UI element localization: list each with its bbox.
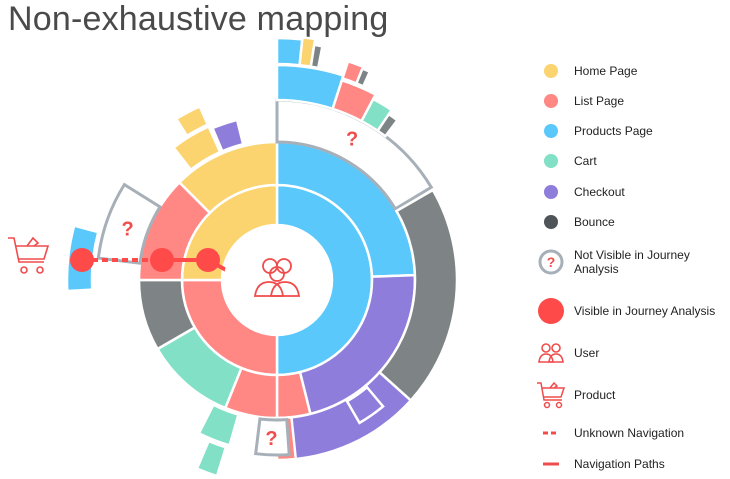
petal-checkout-bottom <box>345 385 385 425</box>
page-title: Non-exhaustive mapping <box>8 0 389 38</box>
legend-label-visible: Visible in Journey Analysis <box>574 304 716 318</box>
list-page-dot-icon <box>544 94 558 108</box>
legend-item-product: Product <box>536 380 730 410</box>
product-cart <box>8 236 50 274</box>
products-page-dot-icon <box>544 124 558 138</box>
legend-label-user: User <box>574 346 600 360</box>
legend-item-home: Home Page <box>536 64 730 78</box>
legend-item-list: List Page <box>536 94 730 108</box>
shopping-cart-icon <box>537 381 566 409</box>
legend-item-unknown-navigation: Unknown Navigation <box>536 426 730 440</box>
unknown-marker-bottom: ? <box>265 428 277 450</box>
legend-item-navigation-paths: Navigation Paths <box>536 457 730 471</box>
sunburst-diagram: ??? <box>8 35 459 478</box>
legend-item-visible: Visible in Journey Analysis <box>536 298 730 324</box>
user-group-icon <box>253 258 301 297</box>
legend-label-list: List Page <box>574 94 625 108</box>
petal-home-left <box>171 124 222 172</box>
petal-bounce-top-2 <box>309 43 324 70</box>
legend-item-products: Products Page <box>536 124 730 138</box>
petal-bounce-top-3 <box>354 66 372 88</box>
visible-big-dot-icon <box>538 298 564 324</box>
legend-label-home: Home Page <box>574 64 638 78</box>
legend-item-checkout: Checkout <box>536 185 730 199</box>
petal-cart-bottom-2 <box>195 439 228 478</box>
user-icon <box>538 343 564 363</box>
user-center <box>224 227 330 333</box>
legend-label-unknown-navigation: Unknown Navigation <box>574 426 685 440</box>
sunburst-segments: ??? <box>65 35 459 478</box>
legend-label-bounce: Bounce <box>574 215 615 229</box>
svg-text:?: ? <box>547 254 556 270</box>
dashed-line-icon <box>543 431 559 435</box>
legend-item-bounce: Bounce <box>536 215 730 229</box>
cart-dot-icon <box>544 154 558 168</box>
unknown-marker-left: ? <box>121 219 133 241</box>
bounce-dot-icon <box>544 215 558 229</box>
legend-label-product: Product <box>574 388 616 402</box>
legend-item-cart: Cart <box>536 154 730 168</box>
legend-item-not-visible: ? Not Visible in Journey Analysis <box>536 248 730 276</box>
petal-cart-bottom <box>197 403 240 447</box>
legend-label-not-visible: Not Visible in Journey Analysis <box>574 248 690 276</box>
legend-label-navigation-paths: Navigation Paths <box>574 457 665 471</box>
unknown-marker-top: ? <box>346 129 358 151</box>
visible-node-1 <box>70 248 94 272</box>
petal-bounce-top <box>375 112 400 138</box>
petal-checkout-left <box>210 118 245 153</box>
visible-node-2 <box>150 248 174 272</box>
petal-products-top-2 <box>275 36 304 67</box>
center-circle <box>224 227 330 333</box>
legend-label-checkout: Checkout <box>574 185 625 199</box>
petal-unknown-bottom <box>254 417 291 457</box>
shopping-cart-icon <box>8 236 50 274</box>
checkout-dot-icon <box>544 185 558 199</box>
legend-label-cart: Cart <box>574 154 597 168</box>
solid-line-icon <box>543 462 559 466</box>
question-circle-icon: ? <box>538 249 564 275</box>
home-page-dot-icon <box>544 64 558 78</box>
visible-node-3 <box>196 248 220 272</box>
outer-ring-unknown-left <box>96 182 163 265</box>
legend-label-products: Products Page <box>574 124 653 138</box>
legend-item-user: User <box>536 340 730 366</box>
petal-home-left-2 <box>174 104 210 138</box>
